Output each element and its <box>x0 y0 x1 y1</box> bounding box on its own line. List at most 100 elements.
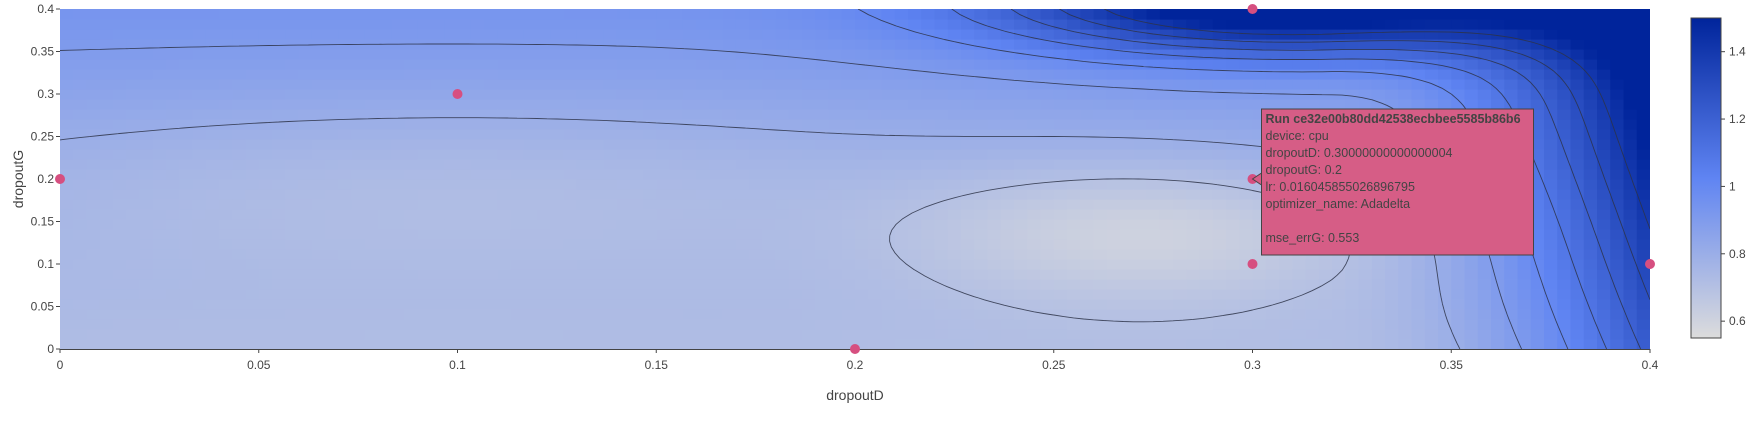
heat-cell <box>166 309 180 320</box>
heat-cell <box>1120 239 1134 250</box>
heat-cell <box>205 339 220 349</box>
heat-cell <box>802 259 816 270</box>
heat-cell <box>338 129 353 140</box>
heat-cell <box>113 309 127 320</box>
heat-cell <box>1226 119 1240 130</box>
heat-cell <box>417 249 432 260</box>
run-point[interactable] <box>850 344 860 354</box>
heat-cell <box>1093 219 1108 230</box>
heat-cell <box>696 89 710 100</box>
run-point[interactable] <box>1247 259 1258 269</box>
heat-cell <box>709 239 724 250</box>
heat-cell <box>669 189 684 200</box>
heat-cell <box>590 259 604 270</box>
heat-cell <box>1517 339 1532 349</box>
heat-cell <box>828 179 843 190</box>
heat-cell <box>1597 19 1611 30</box>
heat-cell <box>1027 139 1042 150</box>
heat-cell <box>1292 279 1307 290</box>
heat-cell <box>1173 329 1187 340</box>
heat-cell <box>285 299 300 310</box>
heat-cell <box>868 49 883 60</box>
heat-cell <box>788 49 803 60</box>
heat-cell <box>1279 269 1293 280</box>
heat-cell <box>815 339 830 349</box>
heat-cell <box>841 59 856 70</box>
heat-cell <box>285 319 300 330</box>
heat-cell <box>351 249 366 260</box>
heat-cell <box>1345 99 1360 110</box>
heat-cell <box>73 209 88 220</box>
heat-cell <box>894 59 909 70</box>
heat-cell <box>152 79 167 90</box>
heat-cell <box>629 269 644 280</box>
y-tick-label: 0.3 <box>37 87 54 101</box>
heat-cell <box>1544 19 1558 30</box>
heat-cell <box>1239 209 1254 220</box>
heat-cell <box>1040 39 1055 50</box>
heat-cell <box>788 29 803 40</box>
heat-cell <box>351 49 366 60</box>
heat-cell <box>881 89 896 100</box>
heat-cell <box>828 139 843 150</box>
heat-cell <box>1544 9 1558 20</box>
heat-cell <box>457 289 472 300</box>
heat-cell <box>1093 159 1108 170</box>
heat-cell <box>457 259 472 270</box>
heat-cell <box>139 209 154 220</box>
heat-cell <box>1067 339 1081 349</box>
heat-cell <box>391 249 406 260</box>
heat-cell <box>1226 39 1240 50</box>
heat-cell <box>1504 99 1519 110</box>
heat-cell <box>815 309 830 320</box>
heat-cell <box>788 119 803 130</box>
heat-cell <box>166 139 180 150</box>
heat-cell <box>1120 249 1134 260</box>
heat-cell <box>298 49 313 60</box>
heat-cell <box>1093 309 1108 320</box>
heat-cell <box>1345 309 1360 320</box>
run-point[interactable] <box>1645 259 1655 269</box>
heat-cell <box>682 129 697 140</box>
heat-cell <box>470 209 485 220</box>
run-point[interactable] <box>452 89 463 99</box>
heat-cell <box>775 159 790 170</box>
heat-cell <box>311 49 326 60</box>
heat-cell <box>258 39 273 50</box>
heat-cell <box>1067 139 1081 150</box>
heat-cell <box>1292 299 1307 310</box>
heat-cell <box>590 319 604 330</box>
heat-cell <box>921 9 936 20</box>
heat-cell <box>1040 169 1055 180</box>
heat-cell <box>537 9 551 20</box>
heat-cell <box>60 249 74 260</box>
heat-cell <box>179 209 194 220</box>
heat-cell <box>1451 329 1466 340</box>
heat-cell <box>325 29 339 40</box>
heat-cell <box>643 109 657 120</box>
heat-cell <box>1610 79 1625 90</box>
heat-cell <box>325 339 339 349</box>
heat-cell <box>205 239 220 250</box>
heat-cell <box>1358 339 1373 349</box>
heat-cell <box>921 69 936 80</box>
heat-cell <box>417 289 432 300</box>
heat-cell <box>881 59 896 70</box>
run-point[interactable] <box>1247 4 1258 14</box>
heat-cell <box>99 99 114 110</box>
heat-cell <box>152 39 167 50</box>
heat-cell <box>1159 49 1174 60</box>
heat-cell <box>1544 339 1558 349</box>
heat-cell <box>616 339 631 349</box>
heat-cell <box>603 259 618 270</box>
run-point[interactable] <box>55 174 65 184</box>
heat-cell <box>709 219 724 230</box>
heat-cell <box>484 289 498 300</box>
heat-cell <box>855 329 869 340</box>
heat-cell <box>1106 179 1121 190</box>
heat-cell <box>258 69 273 80</box>
heat-cell <box>484 159 498 170</box>
heat-cell <box>470 89 485 100</box>
heat-cell <box>722 139 737 150</box>
heat-cell <box>457 29 472 40</box>
